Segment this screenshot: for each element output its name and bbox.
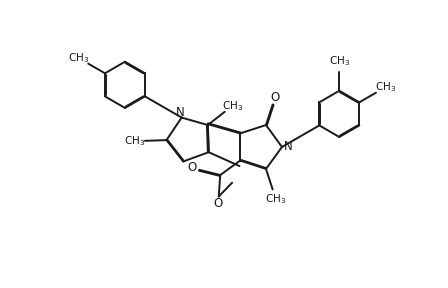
Text: CH$_3$: CH$_3$ xyxy=(265,192,286,206)
Text: O: O xyxy=(214,197,223,210)
Text: CH$_3$: CH$_3$ xyxy=(375,80,396,94)
Text: CH$_3$: CH$_3$ xyxy=(69,51,90,65)
Text: N: N xyxy=(176,106,184,119)
Text: O: O xyxy=(271,91,280,104)
Text: CH$_3$: CH$_3$ xyxy=(222,99,243,113)
Text: N: N xyxy=(284,141,293,154)
Text: CH$_3$: CH$_3$ xyxy=(329,54,350,68)
Text: O: O xyxy=(187,162,197,175)
Text: CH$_3$: CH$_3$ xyxy=(124,134,146,148)
